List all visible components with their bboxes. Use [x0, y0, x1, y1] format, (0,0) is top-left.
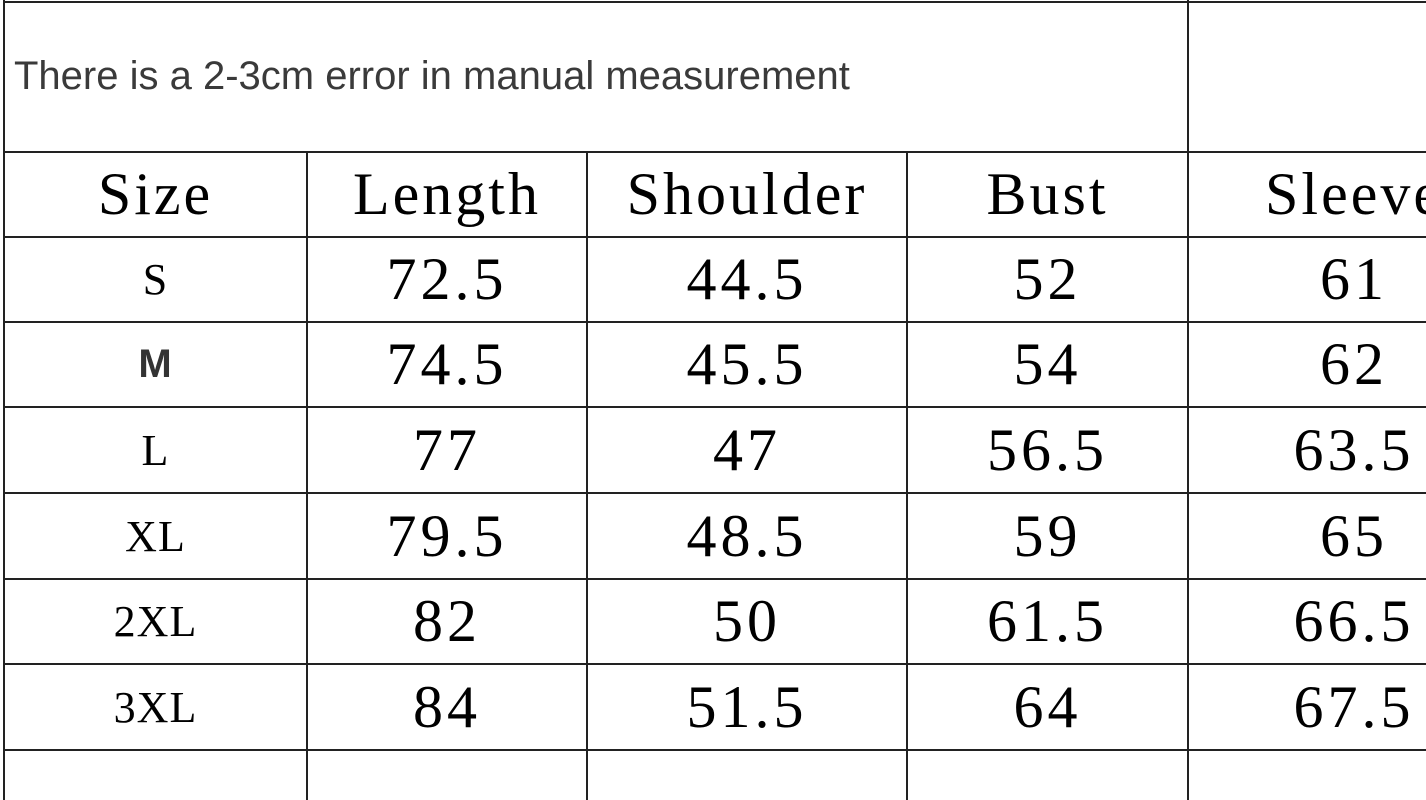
size-label: S: [142, 255, 169, 304]
column-header-sleeve: Sleeve: [1265, 161, 1426, 227]
measurement-cell: 56.5: [987, 416, 1108, 483]
measurement-cell: 61: [1320, 246, 1388, 312]
measurement-cell: 74.5: [386, 331, 508, 397]
measurement-cell: 50: [713, 588, 781, 654]
row-divider: [4, 406, 1426, 408]
row-divider: [4, 749, 1426, 751]
measurement-cell: 47: [713, 416, 781, 483]
measurement-cell: 67.5: [1293, 673, 1415, 740]
measurement-cell: 54: [1013, 331, 1082, 397]
measurement-cell: 72.5: [386, 246, 508, 312]
measurement-cell: 65: [1320, 502, 1388, 569]
measurement-note: There is a 2-3cm error in manual measure…: [14, 54, 850, 98]
measurement-cell: 64: [1013, 673, 1082, 740]
measurement-cell: 59: [1013, 502, 1082, 569]
measurement-cell: 77: [413, 416, 481, 483]
measurement-cell: 44.5: [686, 246, 808, 312]
row-divider: [4, 236, 1426, 238]
measurement-cell: 84: [413, 673, 481, 740]
column-divider: [1187, 0, 1189, 800]
measurement-cell: 61.5: [987, 588, 1108, 654]
size-label: 2XL: [113, 597, 198, 646]
column-divider: [586, 152, 588, 800]
measurement-cell: 79.5: [386, 502, 508, 569]
row-divider: [4, 1, 1426, 3]
column-header-length: Length: [353, 161, 541, 227]
column-divider: [3, 0, 5, 800]
size-label: XL: [125, 511, 186, 561]
column-divider: [306, 152, 308, 800]
column-divider: [906, 152, 908, 800]
size-label: M: [138, 342, 173, 386]
row-divider: [4, 321, 1426, 323]
size-label: L: [141, 425, 170, 475]
row-divider: [4, 151, 1426, 153]
measurement-cell: 45.5: [686, 331, 808, 397]
row-divider: [4, 663, 1426, 665]
column-header-size: Size: [97, 161, 214, 227]
column-header-bust: Bust: [986, 161, 1109, 227]
measurement-cell: 62: [1320, 331, 1388, 397]
measurement-cell: 51.5: [686, 673, 808, 740]
column-header-shoulder: Shoulder: [626, 161, 868, 227]
measurement-cell: 48.5: [686, 502, 808, 569]
measurement-cell: 66.5: [1293, 588, 1415, 654]
row-divider: [4, 578, 1426, 580]
measurement-cell: 82: [413, 588, 481, 654]
measurement-cell: 63.5: [1293, 416, 1415, 483]
size-label: 3XL: [113, 682, 198, 732]
measurement-cell: 52: [1013, 246, 1082, 312]
row-divider: [4, 492, 1426, 494]
